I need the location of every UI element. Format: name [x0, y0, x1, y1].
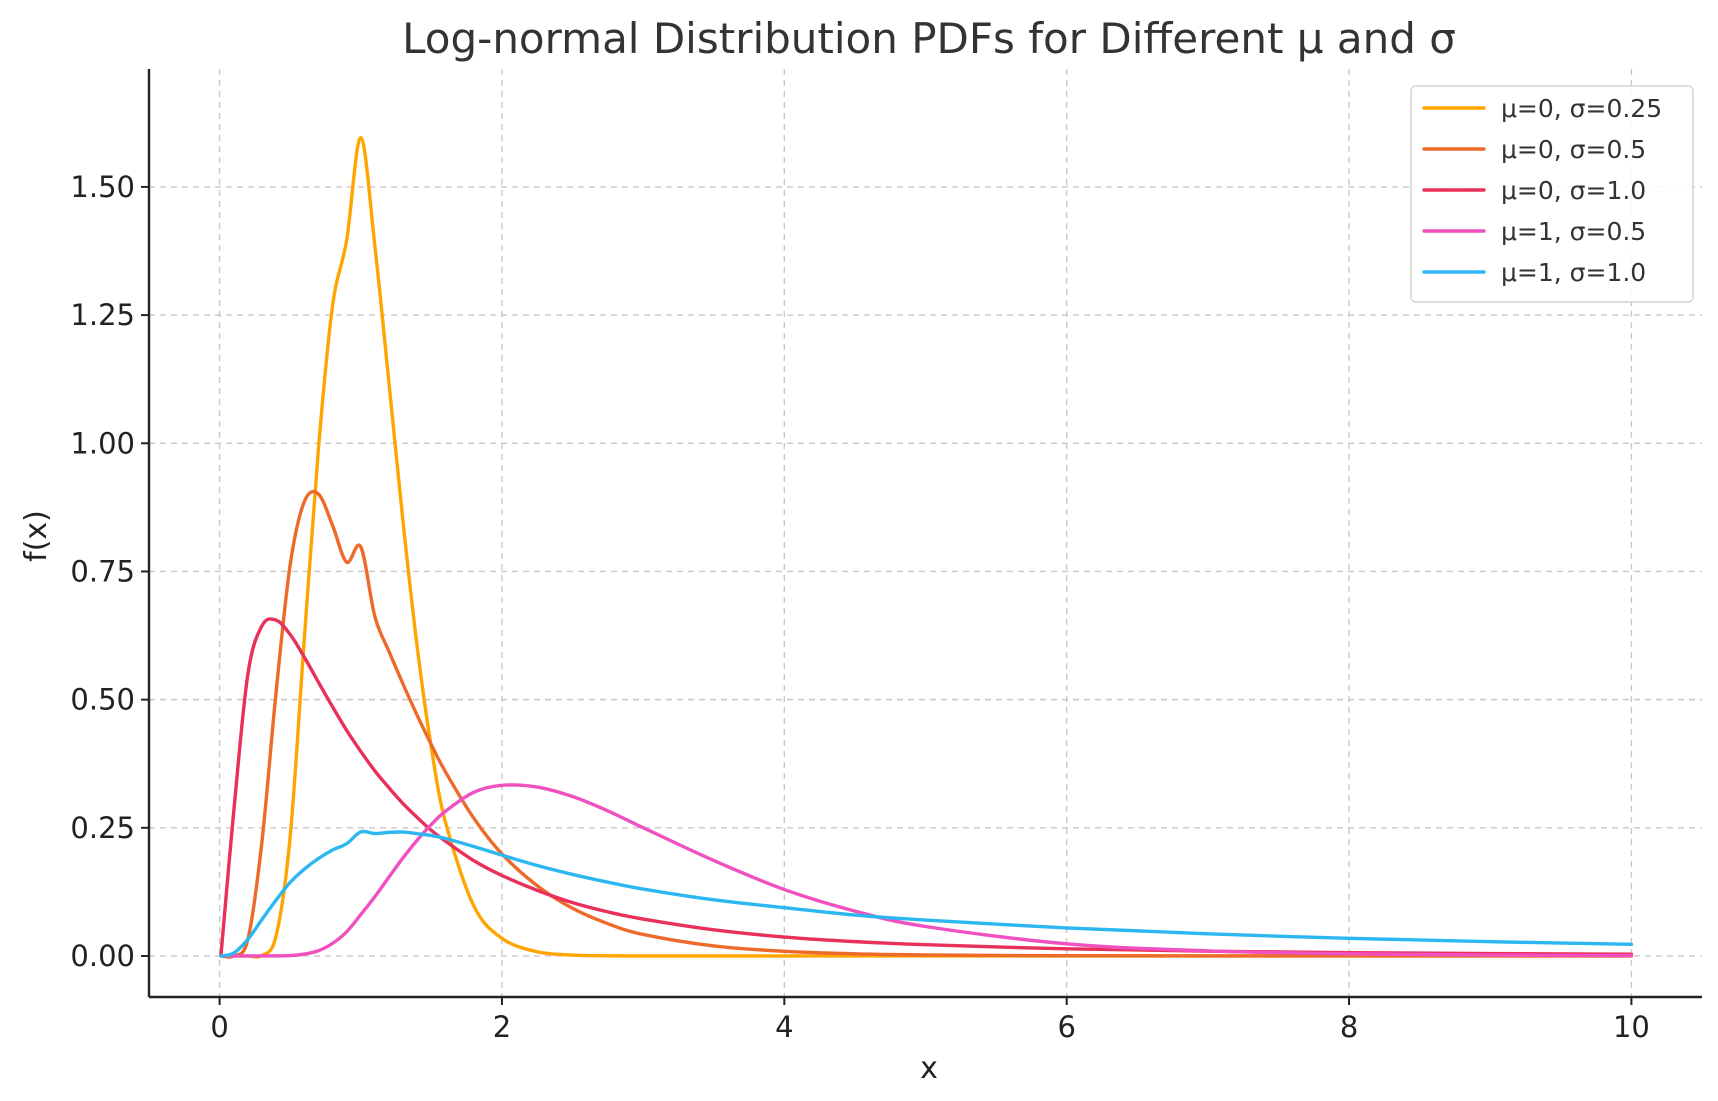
- x-ticks: 0 2 4 6 8 10: [210, 997, 1650, 1044]
- axes: [147, 69, 1702, 999]
- y-tick-label: 1.25: [70, 298, 135, 332]
- y-tick-label: 1.50: [70, 170, 135, 204]
- x-tick-label: 4: [775, 1010, 793, 1044]
- y-tick-label: 0.00: [70, 939, 135, 973]
- series-line-1-0-5: [219, 783, 1634, 958]
- x-tick-label: 10: [1613, 1010, 1650, 1044]
- y-tick-label: 0.50: [70, 683, 135, 717]
- y-tick-label: 0.75: [70, 554, 135, 588]
- legend-label: μ=0, σ=1.0: [1501, 176, 1646, 205]
- legend-label: μ=1, σ=1.0: [1501, 258, 1646, 287]
- x-tick-label: 0: [210, 1010, 228, 1044]
- legend-box: [1410, 85, 1694, 303]
- y-tick-label: 1.00: [70, 426, 135, 460]
- y-axis-label: f(x): [19, 510, 54, 562]
- series-line-1-1-0: [219, 829, 1634, 958]
- series-lines: [219, 135, 1634, 959]
- x-axis-label: x: [920, 1051, 938, 1086]
- legend: μ=0, σ=0.25 μ=0, σ=0.5 μ=0, σ=1.0 μ=1, σ=0.…: [1410, 85, 1694, 303]
- legend-label: μ=0, σ=0.5: [1501, 135, 1646, 164]
- series-line-0-0-5: [219, 489, 1634, 959]
- y-ticks: 0.00 0.25 0.50 0.75 1.00 1.25 1.50: [70, 170, 149, 973]
- legend-label: μ=1, σ=0.5: [1501, 217, 1646, 246]
- y-tick-label: 0.25: [70, 811, 135, 845]
- legend-label: μ=0, σ=0.25: [1501, 94, 1662, 123]
- x-tick-label: 8: [1340, 1010, 1358, 1044]
- x-tick-label: 6: [1057, 1010, 1075, 1044]
- x-tick-label: 2: [493, 1010, 511, 1044]
- chart-title: Log-normal Distribution PDFs for Differe…: [402, 14, 1456, 63]
- series-line-0-1-0: [219, 617, 1634, 957]
